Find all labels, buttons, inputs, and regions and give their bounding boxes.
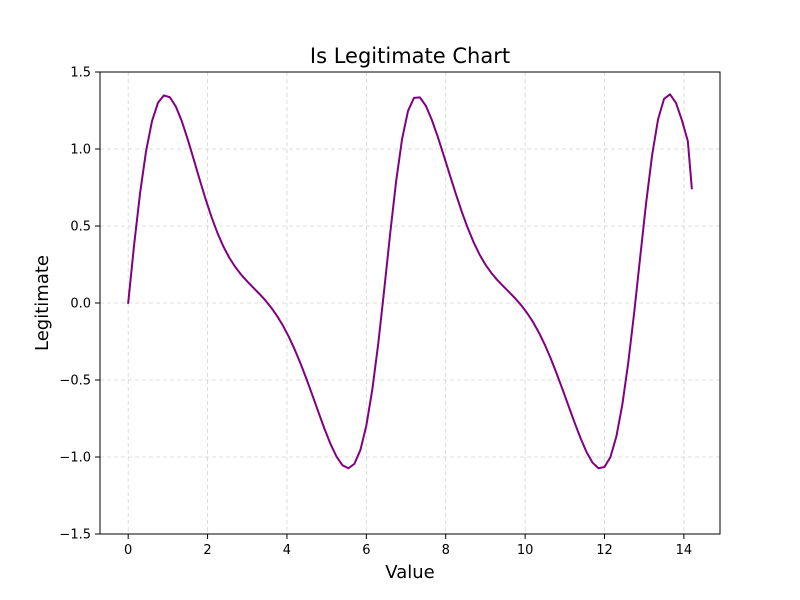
y-axis-label: Legitimate xyxy=(32,255,53,351)
x-tick-label: 14 xyxy=(676,543,693,558)
x-tick-label: 4 xyxy=(283,543,291,558)
y-tick-label: 0.0 xyxy=(70,297,91,312)
grid xyxy=(100,71,720,535)
x-tick-label: 6 xyxy=(362,543,370,558)
series-line xyxy=(127,93,693,470)
x-tick-label: 12 xyxy=(596,543,613,558)
chart-title: Is Legitimate Chart xyxy=(310,44,510,68)
series-layer xyxy=(127,93,693,470)
x-axis-label: Value xyxy=(385,562,434,583)
axis-ticks: 0 2 4 6 8 10 12 14 1.5 1.0 0.5 0.0 −0.5 −1.0 −1.5 xyxy=(59,66,692,559)
y-tick-label: 1.5 xyxy=(70,66,91,81)
x-tick-label: 10 xyxy=(517,543,534,558)
y-tick-label: 1.0 xyxy=(70,143,91,158)
y-tick-label: −1.0 xyxy=(59,451,91,466)
y-tick-label: −0.5 xyxy=(59,374,91,389)
y-tick-label: −1.5 xyxy=(59,528,91,543)
x-tick-label: 2 xyxy=(203,543,211,558)
x-tick-label: 8 xyxy=(442,543,450,558)
x-tick-label: 0 xyxy=(124,543,132,558)
y-tick-label: 0.5 xyxy=(70,220,91,235)
